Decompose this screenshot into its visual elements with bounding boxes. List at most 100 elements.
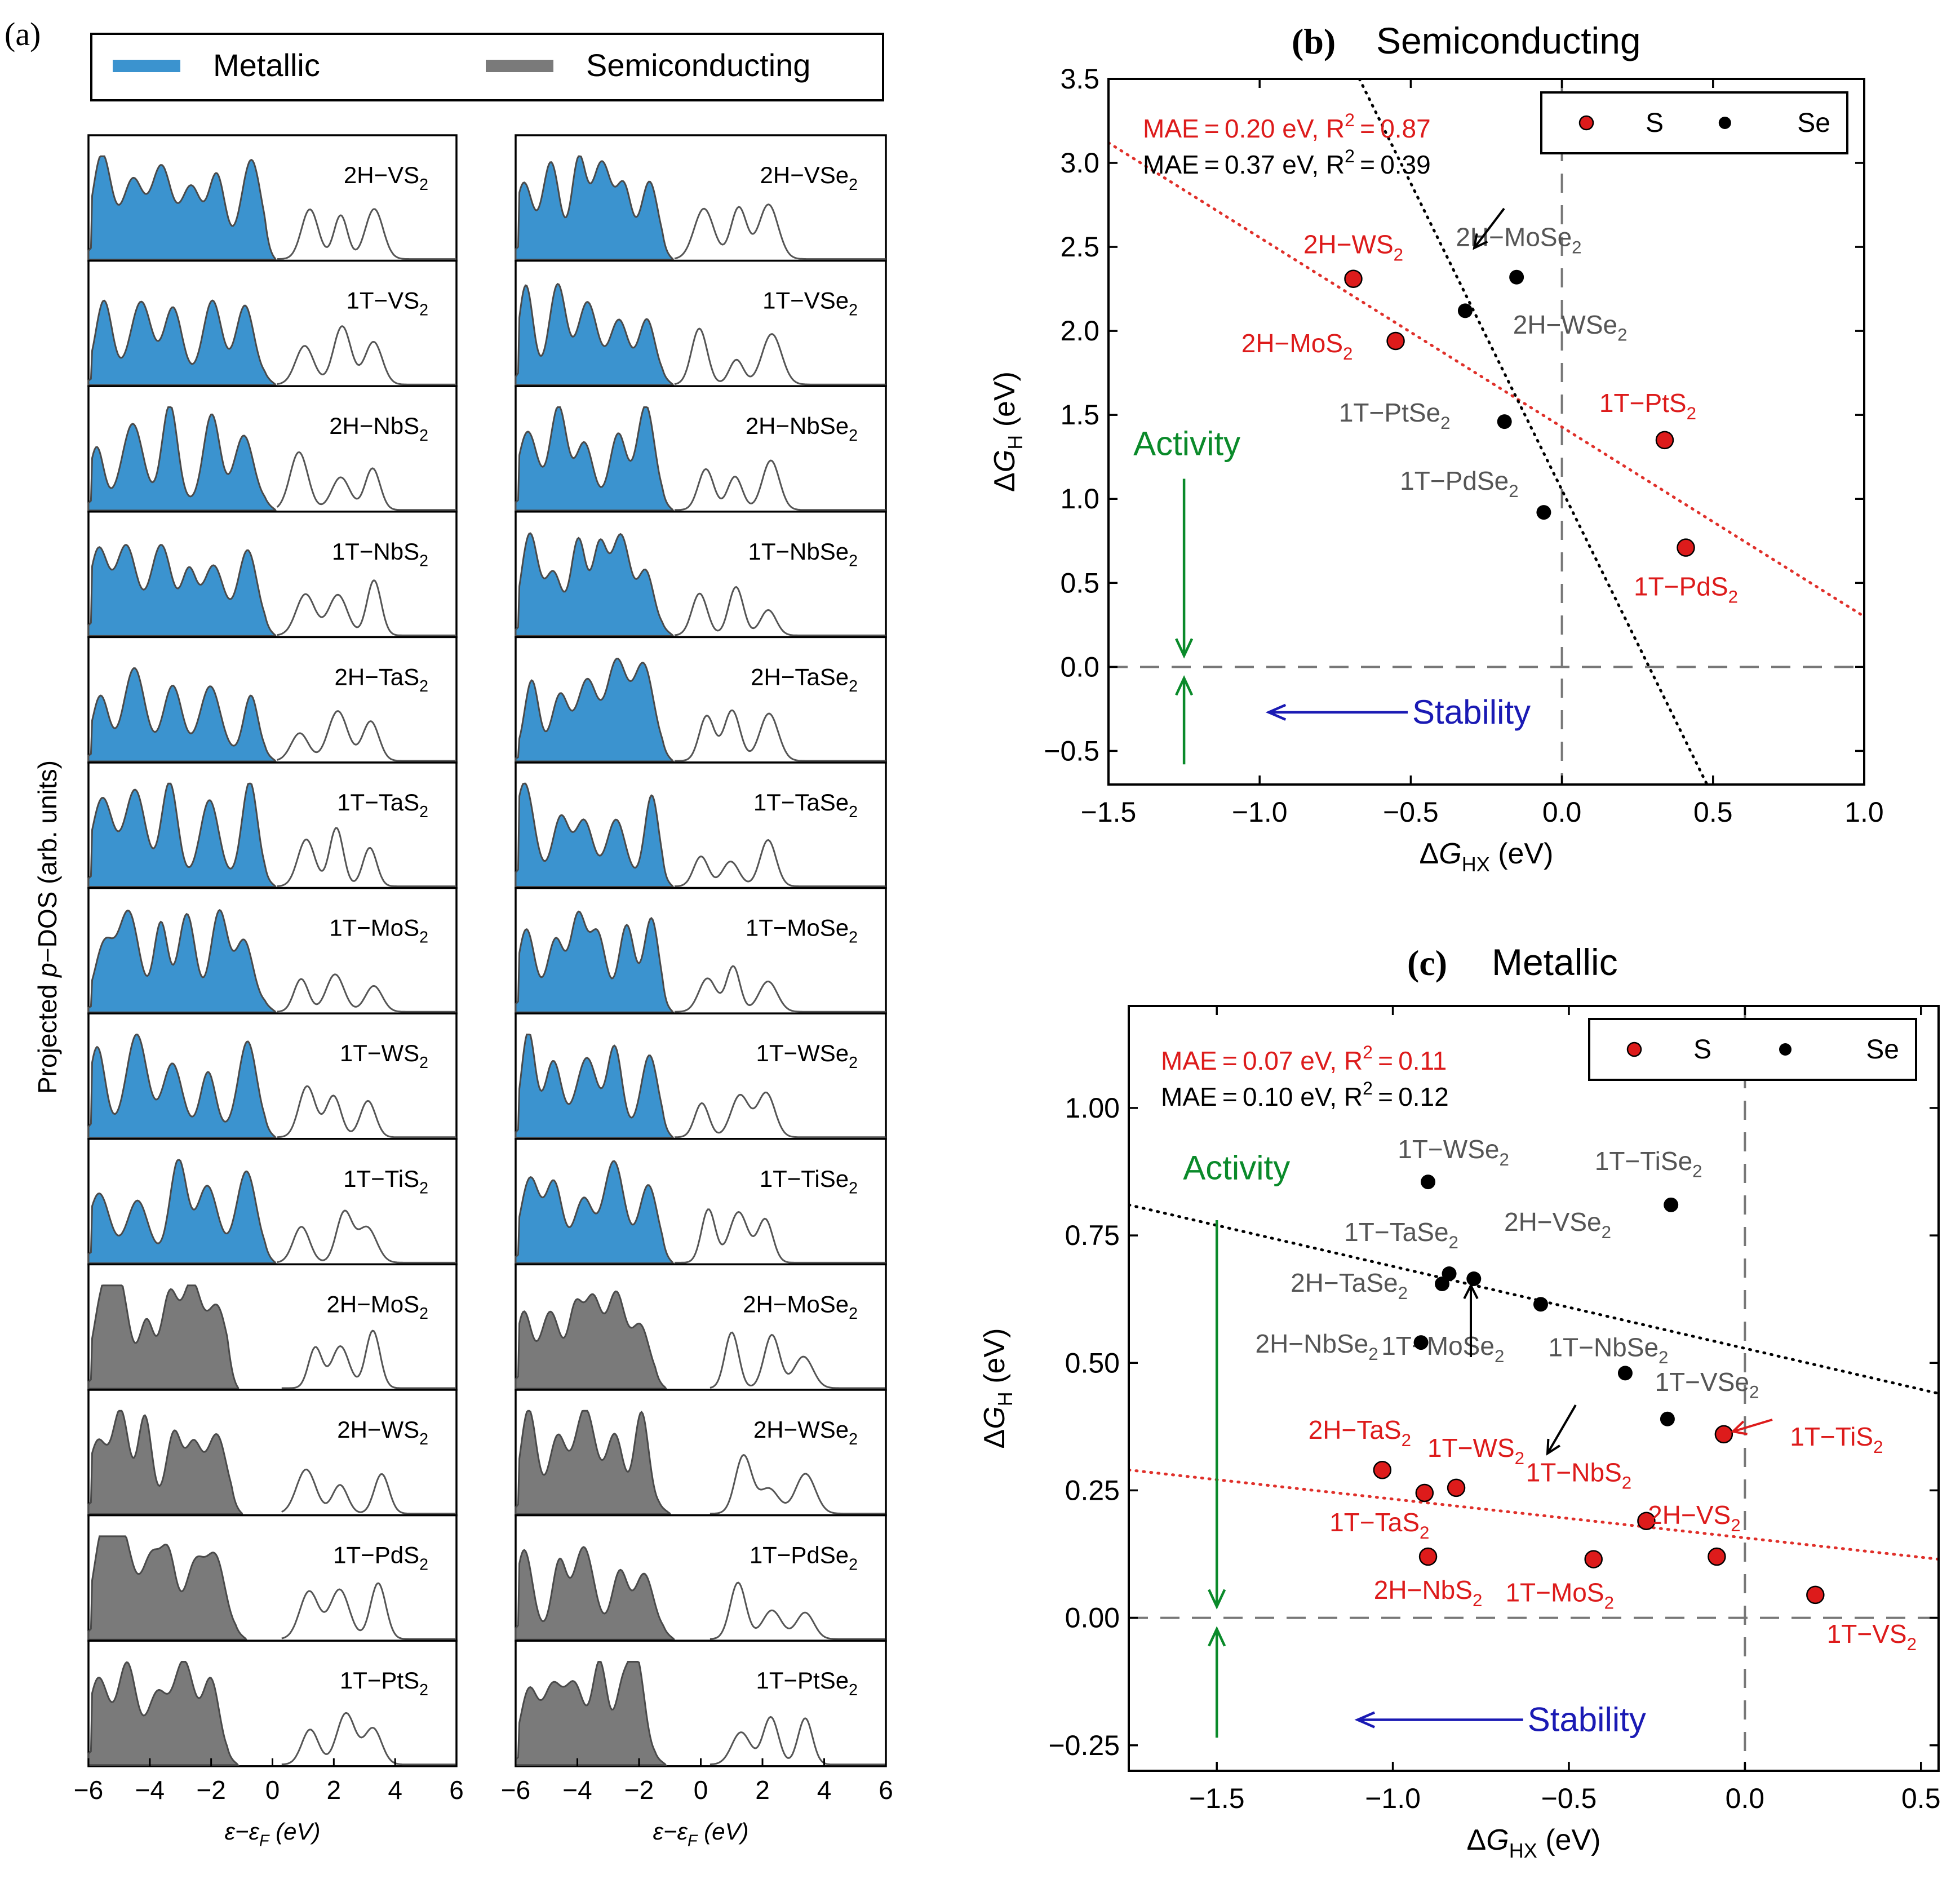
dos-unoccupied-line (709, 1581, 885, 1640)
dos-xtick-label: 4 (388, 1775, 402, 1805)
point-Se (1435, 1277, 1450, 1292)
dos-xtick-label: 4 (817, 1775, 832, 1805)
dos-xtick-label: −2 (196, 1775, 225, 1805)
label-main: ε−ε (225, 1818, 260, 1845)
point-label: 1T−NbS2 (1526, 1458, 1631, 1493)
dos-material-label: 1T−PtS2 (340, 1667, 428, 1699)
dos-material-label: 2H−WSe2 (753, 1416, 858, 1448)
label-subscript: 2 (1873, 1437, 1883, 1457)
dos-occupied-fill (87, 1535, 248, 1641)
label-subscript: 2 (1402, 1430, 1411, 1450)
dos-occupied-fill (515, 782, 675, 888)
label-subscript: 2 (419, 1180, 428, 1198)
dos-subplot: 1T−PdS2 (87, 1514, 458, 1642)
legend-Se-marker (1779, 1043, 1792, 1056)
label-subscript: 2 (1499, 1150, 1509, 1169)
label-subscript: 2 (1728, 587, 1738, 607)
activity-arrowhead (1175, 675, 1194, 696)
dos-subplot: 2H−TaSe2 (515, 636, 887, 764)
pointer-arrowhead (1730, 1420, 1748, 1435)
y-tick-label: 0.0 (1060, 651, 1099, 683)
label-subscript: 2 (419, 427, 428, 445)
label-subscript: 2 (419, 677, 428, 695)
label-main: 1T−TiS (343, 1165, 419, 1192)
dos-unoccupied-line (674, 965, 886, 1013)
dos-unoccupied-line (675, 1208, 886, 1264)
dos-occupied-fill (87, 909, 277, 1013)
pointer-arrowhead (1546, 1438, 1560, 1456)
dos-subplot: 1T−VS2 (87, 259, 458, 387)
dos-occupied-fill (515, 1410, 671, 1515)
label-main: 1T−TiSe (760, 1165, 849, 1192)
legend-frame (1588, 1018, 1917, 1081)
panel-b-semiconducting-scatter: (b) Semiconducting Activity Stability MAE = … (988, 20, 1884, 876)
stats-tail: = 0.11 (1373, 1046, 1447, 1075)
panel-a-tag: (a) (5, 16, 41, 52)
label-subscript: 2 (849, 176, 858, 194)
label-subscript: 2 (849, 427, 858, 445)
stats-sup: 2 (1345, 110, 1355, 130)
label-main: 2H−MoSe (743, 1291, 849, 1317)
stats-tail: = 0.87 (1355, 114, 1431, 143)
dos-material-label: 1T−TiS2 (343, 1165, 428, 1198)
panel-c-metallic-scatter: (c) Metallic Activity Stability MAE = 0.07 e… (978, 941, 1941, 1862)
dos-unoccupied-line (709, 1331, 885, 1389)
point-label: 1T−VSe2 (1655, 1367, 1759, 1402)
label-subscript: 2 (849, 803, 858, 821)
label-subscript: 2 (1692, 1162, 1702, 1181)
stats-Se: MAE = 0.10 eV, R2 = 0.12 (1161, 1078, 1449, 1111)
label-main: 2H−VS (1648, 1500, 1731, 1530)
x-axis-label: ΔGHX (eV) (1467, 1824, 1601, 1862)
chart-title: Metallic (1492, 941, 1618, 983)
dos-subplot: 1T−WS2 (87, 1012, 458, 1140)
dos-xtick-label: 6 (449, 1775, 464, 1805)
label-main: ε−ε (653, 1818, 688, 1845)
label-subscript: 2 (419, 176, 428, 194)
label-main: 2H−MoS (327, 1291, 420, 1317)
dos-occupied-fill (87, 406, 277, 512)
scatter-legend: S Se (1588, 1018, 1917, 1081)
label-main: 2H−WSe (1513, 310, 1617, 339)
dos-unoccupied-line (277, 325, 456, 385)
y-tick-label: 3.5 (1060, 63, 1099, 95)
dos-unoccupied-line (675, 459, 886, 511)
label-tail: (eV) (269, 1818, 320, 1845)
dos-occupied-fill (87, 1410, 244, 1515)
point-label: 2H−NbS2 (1374, 1575, 1483, 1610)
stats-text: MAE = 0.20 eV, R (1143, 114, 1345, 143)
dos-subplot: 1T−TiS2 (87, 1138, 458, 1266)
point-label: 2H−VS2 (1648, 1500, 1740, 1535)
dos-subplot: 2H−NbS2 (87, 385, 458, 513)
dos-subplot: 1T−TaSe2 (515, 761, 887, 889)
label-main: 1T−PtS (340, 1667, 419, 1694)
x-tick-label: −1.5 (1081, 796, 1137, 828)
dos-subplot: 2H−MoS2 (87, 1263, 458, 1391)
dos-xtick-label: −4 (562, 1775, 592, 1805)
label-subscript: 2 (849, 301, 858, 319)
dos-unoccupied-line (674, 1091, 886, 1138)
chart-title: Semiconducting (1376, 20, 1641, 61)
label-main: 2H−WS (337, 1416, 419, 1443)
dos-xlabel: ε−εF (eV) (653, 1818, 749, 1850)
activity-label: Activity (1133, 425, 1240, 463)
label-subscript: 2 (419, 1430, 428, 1448)
label-subscript: 2 (1509, 481, 1518, 501)
label-main: 2H−TaS (1309, 1415, 1402, 1444)
y-tick-label: 3.0 (1060, 147, 1099, 179)
dos-xtick-label: 2 (755, 1775, 770, 1805)
legend-semiconducting-swatch (486, 60, 553, 72)
label-main: 1T−MoSe (746, 915, 849, 941)
dos-unoccupied-line (675, 709, 886, 762)
point-label: 1T−TaSe2 (1344, 1217, 1458, 1252)
legend-S-marker (1626, 1042, 1642, 1057)
label-subscript: 2 (1602, 1222, 1611, 1242)
dos-occupied-fill (87, 299, 277, 386)
dos-material-label: 1T−PdSe2 (750, 1542, 858, 1574)
dos-subplot: 2H−VS2 (87, 134, 458, 262)
point-label: 1T−NbSe2 (1548, 1332, 1668, 1367)
dos-unoccupied-line (277, 579, 456, 636)
y-tick-label: 2.5 (1060, 231, 1099, 263)
label-main: 1T−TaSe (753, 789, 849, 816)
point-label: 1T−VS2 (1827, 1619, 1917, 1654)
